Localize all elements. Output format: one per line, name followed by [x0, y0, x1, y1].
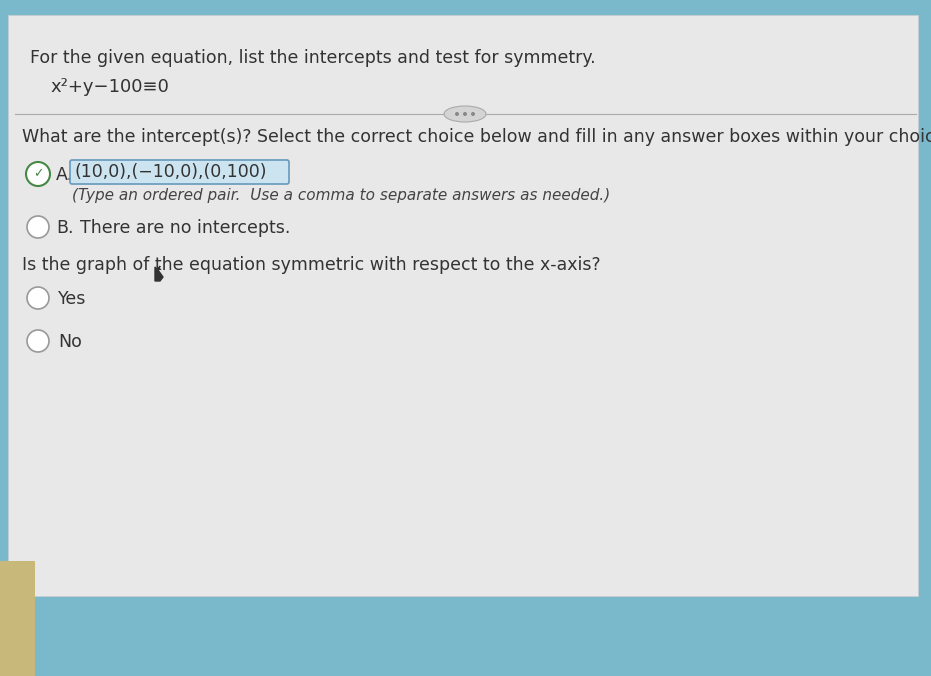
FancyBboxPatch shape [70, 160, 289, 184]
Text: (10,0),(−10,0),(0,100): (10,0),(−10,0),(0,100) [74, 163, 266, 181]
Bar [0, 0, 931, 15]
Text: (Type an ordered pair.  Use a comma to separate answers as needed.): (Type an ordered pair. Use a comma to se… [72, 188, 610, 203]
Text: x²+y−100≡0: x²+y−100≡0 [50, 78, 169, 96]
Polygon shape [155, 266, 163, 281]
Bar [0, 561, 35, 676]
Text: For the given equation, list the intercepts and test for symmetry.: For the given equation, list the interce… [30, 49, 596, 67]
Text: A.: A. [56, 166, 74, 184]
Text: Is the graph of the equation symmetric with respect to the x-axis?: Is the graph of the equation symmetric w… [22, 256, 600, 274]
Text: B.: B. [56, 219, 74, 237]
Circle shape [463, 112, 467, 116]
Text: No: No [58, 333, 82, 351]
Circle shape [471, 112, 475, 116]
Circle shape [26, 162, 50, 186]
Circle shape [455, 112, 459, 116]
Ellipse shape [444, 106, 486, 122]
Text: ✓: ✓ [33, 168, 43, 180]
Circle shape [27, 287, 49, 309]
Text: Yes: Yes [58, 290, 87, 308]
Circle shape [27, 330, 49, 352]
Bar [8, 15, 918, 596]
Text: What are the intercept(s)? Select the correct choice below and fill in any answe: What are the intercept(s)? Select the co… [22, 128, 931, 146]
Text: There are no intercepts.: There are no intercepts. [80, 219, 290, 237]
Circle shape [27, 216, 49, 238]
